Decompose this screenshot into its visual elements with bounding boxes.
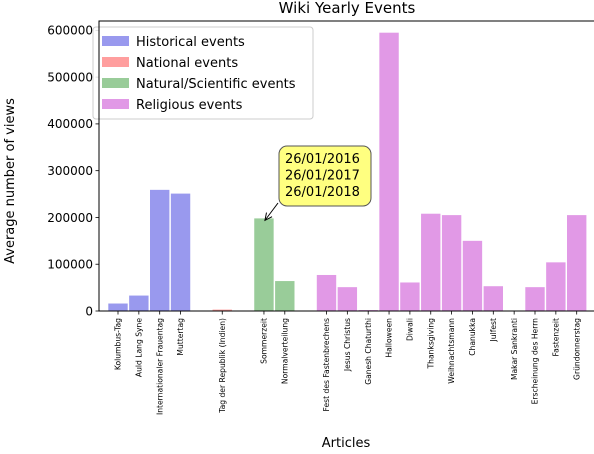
x-tick-label-julfest: Julfest: [489, 318, 498, 342]
bar-normalverteilung: [275, 281, 295, 311]
legend-swatch-historical-events: [102, 36, 129, 46]
legend: Historical events National events Natural/…: [92, 26, 314, 120]
x-tick-label-tag-der-republik-indien: Tag der Republik (Indien): [218, 318, 227, 414]
bar-internationaler-frauentag: [150, 189, 170, 311]
x-tick-label-chanukka: Chanukka: [468, 318, 477, 356]
legend-label-national-events: National events: [136, 56, 238, 71]
y-axis: 0 100000 200000 300000 400000 500000 600000: [47, 24, 99, 318]
bar-weihnachtsmann: [441, 215, 462, 311]
x-tick-label-grundonnerstag: Gründonnerstag: [572, 318, 581, 380]
x-tick-label-jesus-christus: Jesus Christus: [343, 318, 352, 372]
x-tick-label-sommerzeit: Sommerzeit: [260, 318, 269, 364]
legend-swatch-natural-scientific-events: [102, 78, 129, 88]
chart-title: Wiki Yearly Events: [279, 0, 416, 17]
y-tick-label: 600000: [47, 24, 93, 38]
bar-diwali: [400, 282, 420, 311]
legend-swatch-national-events: [102, 57, 129, 67]
bar-thanksgiving: [421, 213, 441, 311]
y-tick-label: 400000: [47, 117, 93, 131]
bar-fastenzeit: [546, 262, 566, 311]
legend-label-historical-events: Historical events: [136, 35, 245, 50]
bar-halloween: [379, 32, 399, 311]
y-tick-label: 0: [85, 304, 93, 318]
x-tick-label-fastenzeit: Fastenzeit: [551, 318, 560, 357]
bar-auld-lang-syne: [129, 295, 149, 311]
y-tick-label: 200000: [47, 211, 93, 225]
annotation-box: [278, 145, 372, 207]
plot-frame: [98, 20, 594, 312]
bar-sommerzeit: [254, 218, 274, 311]
x-tick-label-auld-lang-syne: Auld Lang Syne: [134, 318, 143, 377]
x-tick-label-muttertag: Muttertag: [176, 318, 185, 356]
bar-kolumbus-tag: [108, 303, 128, 311]
bar-muttertag: [170, 193, 191, 311]
x-tick-label-weihnachtsmann: Weihnachtsmann: [447, 318, 456, 384]
annotation-line: 26/01/2016: [285, 152, 360, 167]
bar-julfest: [483, 286, 503, 311]
y-axis-label: Average number of views: [3, 98, 18, 264]
legend-label-natural-scientific-events: Natural/Scientific events: [136, 77, 296, 92]
x-tick-label-normalverteilung: Normalverteilung: [280, 318, 289, 384]
bar-chanukka: [462, 240, 483, 311]
x-axis-label: Articles: [322, 436, 371, 451]
x-tick-label-kolumbus-tag: Kolumbus-Tag: [114, 318, 123, 370]
bar-fest-des-fastenbrechens: [316, 274, 337, 311]
y-tick-label: 100000: [47, 258, 93, 272]
annotation-arrow: [264, 202, 279, 221]
x-tick-label-diwali: Diwali: [406, 318, 415, 341]
annotation-line: 26/01/2017: [285, 169, 360, 184]
legend-swatch-religious-events: [102, 99, 129, 109]
bar-grundonnerstag: [567, 215, 587, 311]
x-tick-label-fest-des-fastenbrechens: Fest des Fastenbrechens: [322, 318, 331, 411]
y-tick-label: 300000: [47, 164, 93, 178]
annotation-line: 26/01/2018: [285, 185, 360, 200]
bar-erscheinung-des-herrn: [525, 287, 545, 311]
annotation-arrowhead: [264, 212, 273, 222]
bar-tag-der-republik-indien: [212, 309, 232, 311]
bars-group: [108, 32, 587, 311]
legend-box: [92, 26, 314, 120]
x-tick-label-makar-sankranti: Makar Sankranti: [510, 318, 519, 380]
x-tick-label-halloween: Halloween: [385, 318, 394, 358]
x-axis: Kolumbus-Tag Auld Lang Syne Internationale…: [114, 311, 581, 415]
bar-jesus-christus: [337, 287, 358, 311]
x-tick-label-ganesh-chaturthi: Ganesh Chaturthi: [364, 318, 373, 385]
legend-label-religious-events: Religious events: [136, 98, 243, 113]
x-tick-label-erscheinung-des-herrn: Erscheinung des Herrn: [531, 318, 540, 405]
x-tick-label-thanksgiving: Thanksgiving: [426, 318, 435, 370]
y-tick-label: 500000: [47, 70, 93, 84]
x-tick-label-internationaler-frauentag: Internationaler Frauentag: [155, 318, 164, 415]
